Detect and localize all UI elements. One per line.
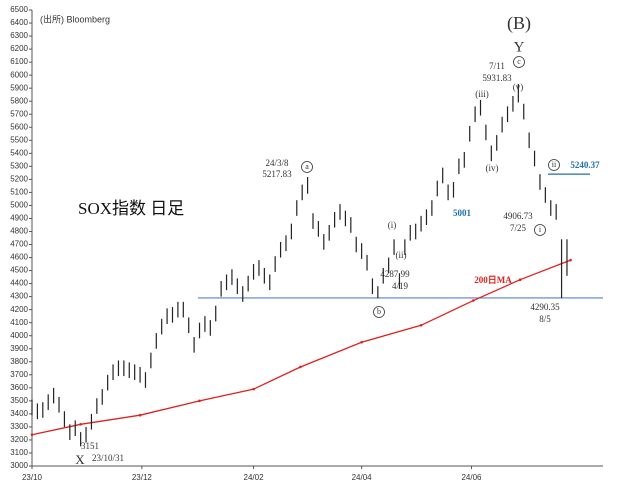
annotation: 5217.83 <box>262 169 292 179</box>
ma-point <box>252 387 255 391</box>
ma-point <box>79 423 82 426</box>
y-tick-label: 6100 <box>10 57 28 66</box>
ma-point <box>198 399 201 403</box>
x-tick-label: 23/12 <box>132 473 153 482</box>
circle-marker <box>548 159 560 171</box>
source: (出所) Bloomberg <box>40 13 110 24</box>
ma-point <box>518 278 522 281</box>
ma-point <box>472 299 475 302</box>
annotation: c <box>517 57 521 66</box>
annotation: ii <box>552 160 557 169</box>
annotation: 8/5 <box>539 314 551 324</box>
circle-marker <box>513 56 525 68</box>
y-tick-label: 4700 <box>10 240 28 249</box>
chart-title: SOX指数 日足 <box>78 199 184 218</box>
annotation: (i) <box>388 220 397 230</box>
y-tick-label: 6500 <box>10 5 28 14</box>
y-tick-label: 5600 <box>10 122 28 131</box>
y-tick-label: 5300 <box>10 161 28 170</box>
y-tick-label: 5700 <box>10 109 28 118</box>
ma-point <box>569 258 572 262</box>
annotation: 4/19 <box>392 281 409 291</box>
annotation: 5931.83 <box>482 73 512 83</box>
y-tick-label: 3200 <box>10 435 28 444</box>
annotation: (iv) <box>486 163 499 173</box>
y-tick-label: 6400 <box>10 18 28 27</box>
x-tick-label: 23/10 <box>22 473 43 482</box>
y-tick-label: 4900 <box>10 214 28 223</box>
y-tick-label: 3700 <box>10 370 28 379</box>
y-tick-label: 5900 <box>10 83 28 92</box>
annotation: Y <box>514 39 525 55</box>
annotation: 23/10/31 <box>92 453 124 463</box>
annotation: X <box>75 452 85 467</box>
ma-line <box>31 259 571 436</box>
ma-label: 200日MA <box>474 275 512 285</box>
annotation: 5001 <box>453 208 472 218</box>
annotation: 5240.37 <box>570 160 600 170</box>
y-tick-label: 4600 <box>10 253 28 262</box>
y-tick-label: 6200 <box>10 44 28 53</box>
y-tick-label: 3900 <box>10 344 28 353</box>
y-tick-label: 4500 <box>10 266 28 275</box>
y-tick-label: 4200 <box>10 305 28 314</box>
y-tick-label: 5500 <box>10 135 28 144</box>
y-tick-label: 5100 <box>10 188 28 197</box>
y-tick-label: 4800 <box>10 227 28 236</box>
circle-marker <box>301 161 313 173</box>
y-tick-label: 3500 <box>10 396 28 405</box>
annotation: i <box>539 225 542 234</box>
y-tick-label: 3000 <box>10 461 28 470</box>
annotation: 7/11 <box>489 61 505 71</box>
annotation: 4906.73 <box>503 211 533 221</box>
annotation: b <box>377 307 381 316</box>
y-tick-label: 3300 <box>10 422 28 431</box>
x-tick-label: 24/06 <box>461 473 482 482</box>
y-tick-label: 5200 <box>10 174 28 183</box>
ma-point <box>419 323 423 327</box>
y-tick-label: 3800 <box>10 357 28 366</box>
x-tick-label: 24/04 <box>352 473 373 482</box>
annotation: (iii) <box>475 89 489 99</box>
annotation: 24/3/8 <box>265 158 289 168</box>
y-tick-label: 5000 <box>10 201 28 210</box>
annotation: 3151 <box>81 441 99 451</box>
y-tick-label: 5400 <box>10 148 28 157</box>
annotation: 4290.35 <box>530 302 560 312</box>
annotation: (B) <box>507 13 531 34</box>
y-tick-label: 3400 <box>10 409 28 418</box>
y-tick-label: 4300 <box>10 292 28 301</box>
y-tick-label: 3600 <box>10 383 28 392</box>
y-tick-label: 6300 <box>10 31 28 40</box>
y-tick-label: 4100 <box>10 318 28 327</box>
annotation: a <box>305 162 309 171</box>
y-tick-label: 4000 <box>10 331 28 340</box>
y-tick-label: 6000 <box>10 70 28 79</box>
y-tick-label: 5800 <box>10 96 28 105</box>
circle-marker <box>534 224 546 236</box>
y-tick-label: 4400 <box>10 279 28 288</box>
ma-point <box>360 340 363 344</box>
y-tick-label: 3100 <box>10 448 28 457</box>
annotation: (v) <box>513 82 524 92</box>
annotation: 7/25 <box>510 223 527 233</box>
ma-point <box>299 365 302 369</box>
annotation: 4287.99 <box>380 269 410 279</box>
ma-point <box>138 413 142 417</box>
ma-point <box>30 433 34 437</box>
circle-marker <box>373 306 385 318</box>
annotation: (ii) <box>396 250 407 260</box>
x-tick-label: 24/02 <box>244 473 265 482</box>
